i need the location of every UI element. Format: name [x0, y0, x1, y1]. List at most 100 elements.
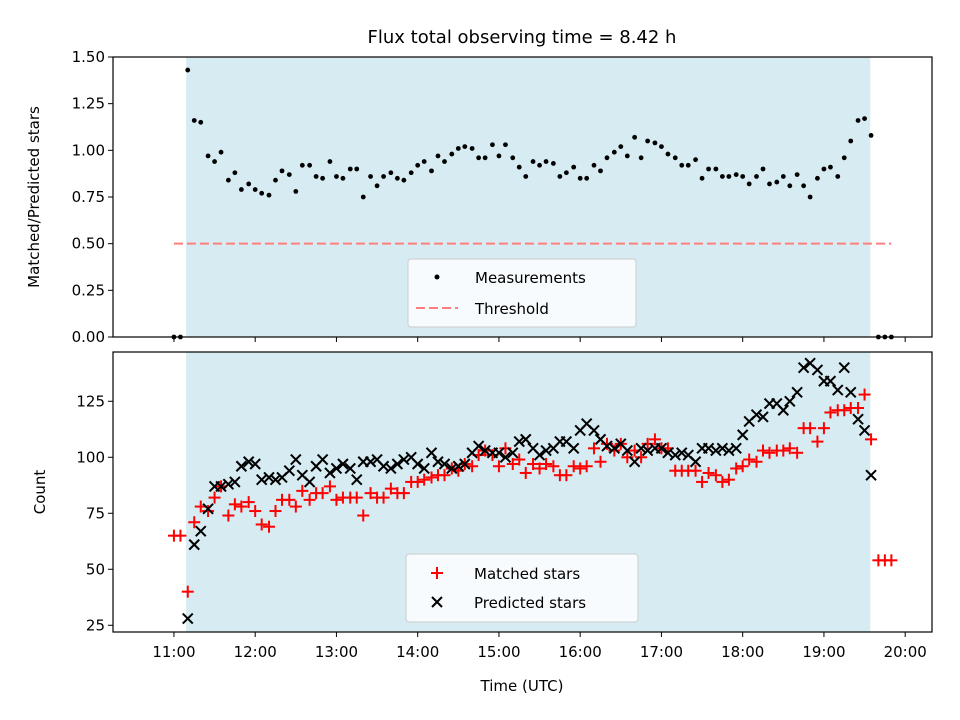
predicted-star-point — [493, 447, 505, 459]
bottom-legend-box — [405, 553, 639, 623]
measurement-point — [421, 159, 427, 164]
measurement-point — [754, 174, 759, 179]
x-tick-label: 14:00 — [396, 643, 439, 661]
x-tick-label: 17:00 — [640, 643, 683, 661]
matched-star-point — [702, 466, 715, 479]
measurement-point — [719, 174, 725, 179]
measurement-point — [841, 155, 847, 161]
measurement-point — [307, 162, 313, 168]
legend-predicted-label: Predicted stars — [474, 594, 586, 612]
measurement-point — [374, 183, 380, 189]
measurement-point — [577, 175, 583, 181]
predicted-star-point — [255, 473, 268, 486]
matched-star-point — [811, 435, 824, 448]
measurement-point — [801, 183, 807, 189]
predicted-star-point — [398, 453, 410, 466]
measurement-point — [618, 144, 624, 150]
measurement-point — [645, 138, 651, 144]
measurement-point — [490, 142, 495, 148]
measurement-point — [571, 164, 577, 170]
matched-star-point — [377, 491, 390, 504]
predicted-star-point — [290, 453, 302, 466]
measurement-point — [780, 174, 786, 179]
top-y-tick-label: 1.25 — [72, 95, 105, 113]
matched-star-point — [330, 493, 343, 506]
predicted-star-point — [513, 435, 525, 448]
predicted-star-point — [479, 444, 491, 457]
matched-star-point — [865, 433, 878, 446]
measurement-point — [848, 138, 854, 144]
x-tick-label: 20:00 — [884, 643, 927, 661]
predicted-star-point — [635, 442, 647, 455]
predicted-star-point — [344, 462, 356, 475]
measurement-point — [598, 168, 603, 174]
measurement-point — [368, 174, 373, 179]
measurement-point — [713, 166, 719, 172]
predicted-star-point — [438, 458, 451, 470]
matched-star-point — [696, 475, 709, 488]
matched-star-point — [269, 505, 282, 518]
top-y-tick-label: 1.50 — [72, 48, 105, 66]
predicted-star-point — [723, 444, 735, 457]
measurement-point — [286, 172, 292, 178]
predicted-star-point — [641, 444, 654, 457]
matched-star-point — [263, 520, 275, 533]
legend-threshold-label: Threshold — [474, 300, 549, 318]
predicted-star-point — [710, 444, 722, 457]
measurement-point — [442, 159, 447, 164]
predicted-star-point — [676, 447, 688, 459]
x-tick-label: 18:00 — [721, 643, 764, 661]
predicted-star-point — [391, 458, 404, 470]
matched-star-point — [323, 480, 336, 493]
x-tick-label: 19:00 — [802, 643, 845, 661]
predicted-star-point — [263, 471, 275, 484]
predicted-star-point — [730, 442, 742, 455]
matched-star-point — [364, 487, 377, 500]
legend-measurements-marker — [434, 274, 440, 280]
matched-star-point — [885, 554, 898, 567]
measurement-point — [652, 140, 658, 146]
bottom-star-points — [167, 357, 898, 625]
bottom-y-tick-label: 75 — [86, 504, 105, 522]
measurement-point — [855, 118, 861, 123]
measurement-point — [699, 175, 705, 181]
predicted-star-point — [418, 462, 430, 475]
predicted-star-point — [865, 469, 877, 481]
matched-star-point — [588, 442, 600, 455]
top-y-ticks: 0.00 0.25 0.50 0.75 1.00 1.25 1.50 — [72, 48, 113, 346]
measurement-point — [767, 181, 772, 187]
measurement-point — [550, 161, 556, 166]
measurement-point — [815, 175, 820, 181]
top-panel: 0.00 0.25 0.50 0.75 1.00 1.25 1.50 Matched/Pre… — [25, 48, 933, 346]
matched-star-point — [817, 422, 830, 435]
measurement-point — [238, 187, 244, 192]
measurement-point — [360, 194, 366, 200]
matched-star-point — [689, 464, 702, 477]
predicted-star-point — [222, 478, 235, 490]
predicted-star-point — [845, 386, 857, 399]
matched-star-point — [202, 505, 215, 518]
predicted-star-point — [452, 460, 465, 472]
matched-star-point — [384, 482, 397, 495]
measurement-point — [706, 166, 711, 172]
bottom-x-ticks: 11:00 12:00 13:00 14:00 15:00 16:00 17:00 18:00… — [152, 632, 927, 661]
measurement-point — [394, 175, 400, 181]
matched-star-point — [283, 493, 296, 506]
predicted-star-point — [242, 456, 255, 468]
bottom-axes-frame — [112, 351, 933, 633]
measurement-point — [232, 170, 238, 176]
measurement-point — [354, 166, 360, 172]
matched-star-point — [730, 462, 743, 475]
measurement-point — [659, 144, 664, 150]
predicted-star-point — [811, 364, 824, 376]
measurement-point — [510, 155, 516, 161]
measurement-point — [563, 170, 569, 176]
predicted-star-point — [446, 462, 458, 475]
matched-star-point — [527, 458, 540, 470]
predicted-star-point — [601, 440, 613, 452]
bottom-y-tick-label: 50 — [86, 560, 105, 578]
predicted-star-point — [702, 442, 715, 455]
matched-star-point — [533, 462, 546, 475]
predicted-star-point — [195, 525, 207, 537]
